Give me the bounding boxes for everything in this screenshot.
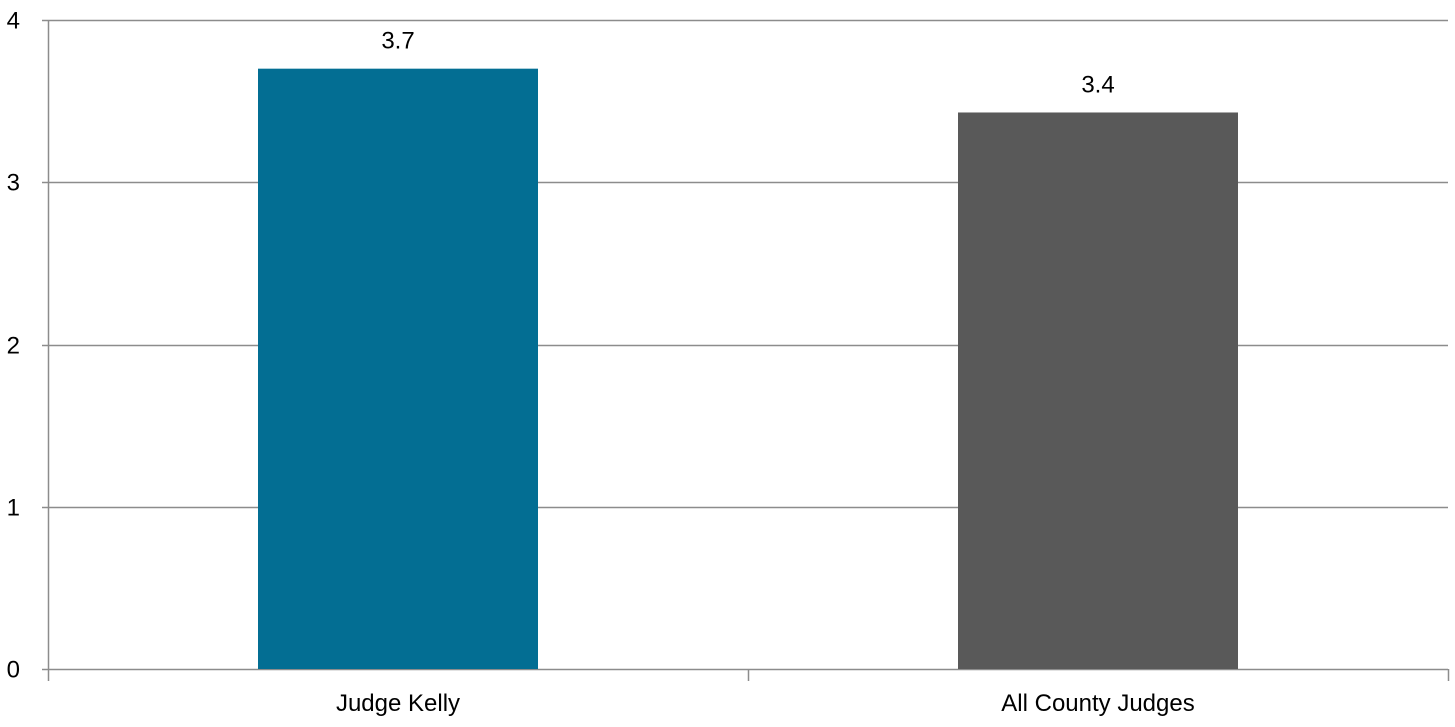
data-label-background: [1068, 66, 1128, 103]
bar-judge-kelly: [258, 68, 538, 670]
x-category-label: Judge Kelly: [336, 690, 460, 717]
data-label: 3.4: [1081, 71, 1114, 98]
y-tick-label: 0: [7, 657, 20, 684]
y-tick-label: 2: [7, 333, 20, 360]
y-tick-label: 1: [7, 495, 20, 522]
y-tick-label: 4: [7, 8, 20, 35]
data-label-background: [368, 22, 428, 59]
data-label: 3.7: [381, 28, 414, 55]
bar-all-county-judges: [958, 112, 1238, 670]
x-category-label: All County Judges: [1001, 690, 1194, 717]
y-tick-label: 3: [7, 170, 20, 197]
